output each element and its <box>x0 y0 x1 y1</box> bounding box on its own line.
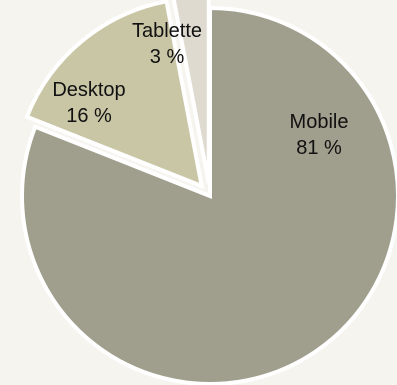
slice-category-label: Desktop <box>52 79 125 101</box>
slice-label-tablette: Tablette 3 % <box>132 20 202 68</box>
pie-slice-mobile <box>20 5 397 385</box>
slice-label-desktop: Desktop 16 % <box>52 79 125 127</box>
slice-value-label: 16 % <box>66 105 112 127</box>
slice-value-label: 81 % <box>296 137 342 159</box>
slice-category-label: Tablette <box>132 20 202 42</box>
slice-label-mobile: Mobile 81 % <box>290 111 349 159</box>
pie-slice-desktop <box>24 0 205 190</box>
slice-category-label: Mobile <box>290 111 349 133</box>
pie-slice-tablette <box>171 0 211 184</box>
slice-value-label: 3 % <box>150 46 185 68</box>
